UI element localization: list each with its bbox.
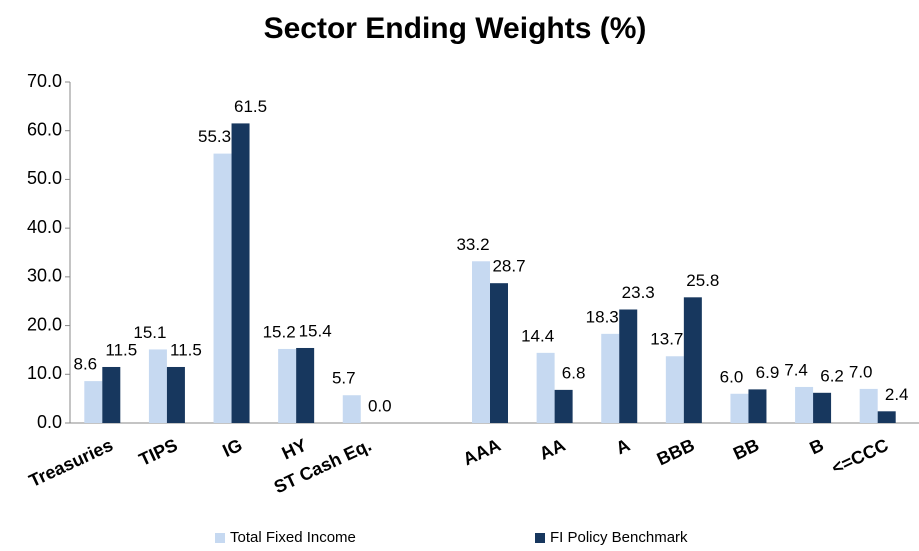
x-tick-label: AA bbox=[536, 435, 568, 464]
y-tick-label: 30.0 bbox=[27, 266, 62, 286]
bar bbox=[472, 261, 490, 423]
y-tick-label: 20.0 bbox=[27, 314, 62, 334]
value-label: 2.4 bbox=[885, 385, 909, 404]
value-label: 15.4 bbox=[299, 321, 332, 340]
y-tick-label: 10.0 bbox=[27, 363, 62, 383]
bar bbox=[859, 388, 878, 423]
value-label: 11.5 bbox=[170, 340, 202, 359]
x-tick-label: TIPS bbox=[136, 435, 181, 470]
chart-title: Sector Ending Weights (%) bbox=[264, 12, 647, 45]
value-label: 6.8 bbox=[562, 363, 586, 382]
x-tick-label: BB bbox=[730, 435, 762, 464]
x-tick-label: IG bbox=[220, 435, 246, 461]
value-label: 8.6 bbox=[73, 355, 97, 374]
y-tick-label: 40.0 bbox=[27, 217, 62, 237]
bar bbox=[148, 349, 167, 423]
value-label: 13.7 bbox=[650, 330, 683, 349]
bar bbox=[231, 123, 250, 424]
value-label: 6.2 bbox=[820, 366, 844, 385]
x-tick-label: BBB bbox=[654, 435, 698, 470]
bar bbox=[730, 393, 749, 423]
value-label: 15.2 bbox=[263, 322, 296, 341]
bar bbox=[342, 395, 361, 423]
value-label: 0.0 bbox=[368, 396, 392, 415]
y-tick-label: 60.0 bbox=[27, 119, 62, 139]
y-tick-label: 0.0 bbox=[37, 412, 62, 432]
bar bbox=[877, 411, 896, 423]
value-label: 28.7 bbox=[492, 257, 525, 276]
value-label: 55.3 bbox=[198, 127, 231, 146]
x-tick-label: AAA bbox=[460, 435, 504, 470]
legend-label: Total Fixed Income bbox=[230, 529, 356, 546]
value-label: 6.9 bbox=[756, 363, 780, 382]
bar bbox=[554, 389, 573, 423]
bar bbox=[84, 381, 103, 423]
value-label: 61.5 bbox=[234, 97, 267, 116]
value-label: 25.8 bbox=[686, 271, 719, 290]
bar bbox=[601, 333, 620, 423]
y-tick-label: 50.0 bbox=[27, 168, 62, 188]
value-label: 7.4 bbox=[784, 360, 808, 379]
bar bbox=[795, 386, 814, 423]
value-label: 33.2 bbox=[456, 235, 489, 254]
bar bbox=[683, 297, 702, 423]
bar bbox=[619, 309, 638, 423]
legend-label: FI Policy Benchmark bbox=[550, 529, 688, 546]
x-tick-label: HY bbox=[279, 435, 310, 464]
value-label: 18.3 bbox=[586, 307, 619, 326]
value-label: 11.5 bbox=[105, 340, 137, 359]
bar bbox=[665, 356, 684, 423]
bar bbox=[490, 283, 508, 423]
value-label: 15.1 bbox=[133, 323, 166, 342]
bar bbox=[813, 392, 832, 423]
value-label: 23.3 bbox=[622, 283, 655, 302]
value-label: 7.0 bbox=[849, 362, 873, 381]
x-tick-label: A bbox=[613, 435, 633, 459]
legend-swatch bbox=[535, 533, 545, 543]
bar bbox=[536, 352, 555, 423]
x-tick-label: B bbox=[807, 435, 827, 459]
bar bbox=[166, 366, 185, 423]
value-label: 6.0 bbox=[720, 367, 744, 386]
y-tick-label: 70.0 bbox=[27, 71, 62, 91]
legend-swatch bbox=[215, 533, 225, 543]
bar bbox=[102, 366, 121, 423]
bar bbox=[278, 348, 297, 423]
bar bbox=[213, 153, 232, 424]
bar bbox=[296, 347, 315, 423]
x-tick-label: <=CCC bbox=[829, 435, 892, 478]
bar bbox=[748, 389, 767, 423]
x-tick-label: Treasuries bbox=[26, 435, 116, 491]
value-label: 14.4 bbox=[521, 326, 554, 345]
value-label: 5.7 bbox=[332, 369, 356, 388]
